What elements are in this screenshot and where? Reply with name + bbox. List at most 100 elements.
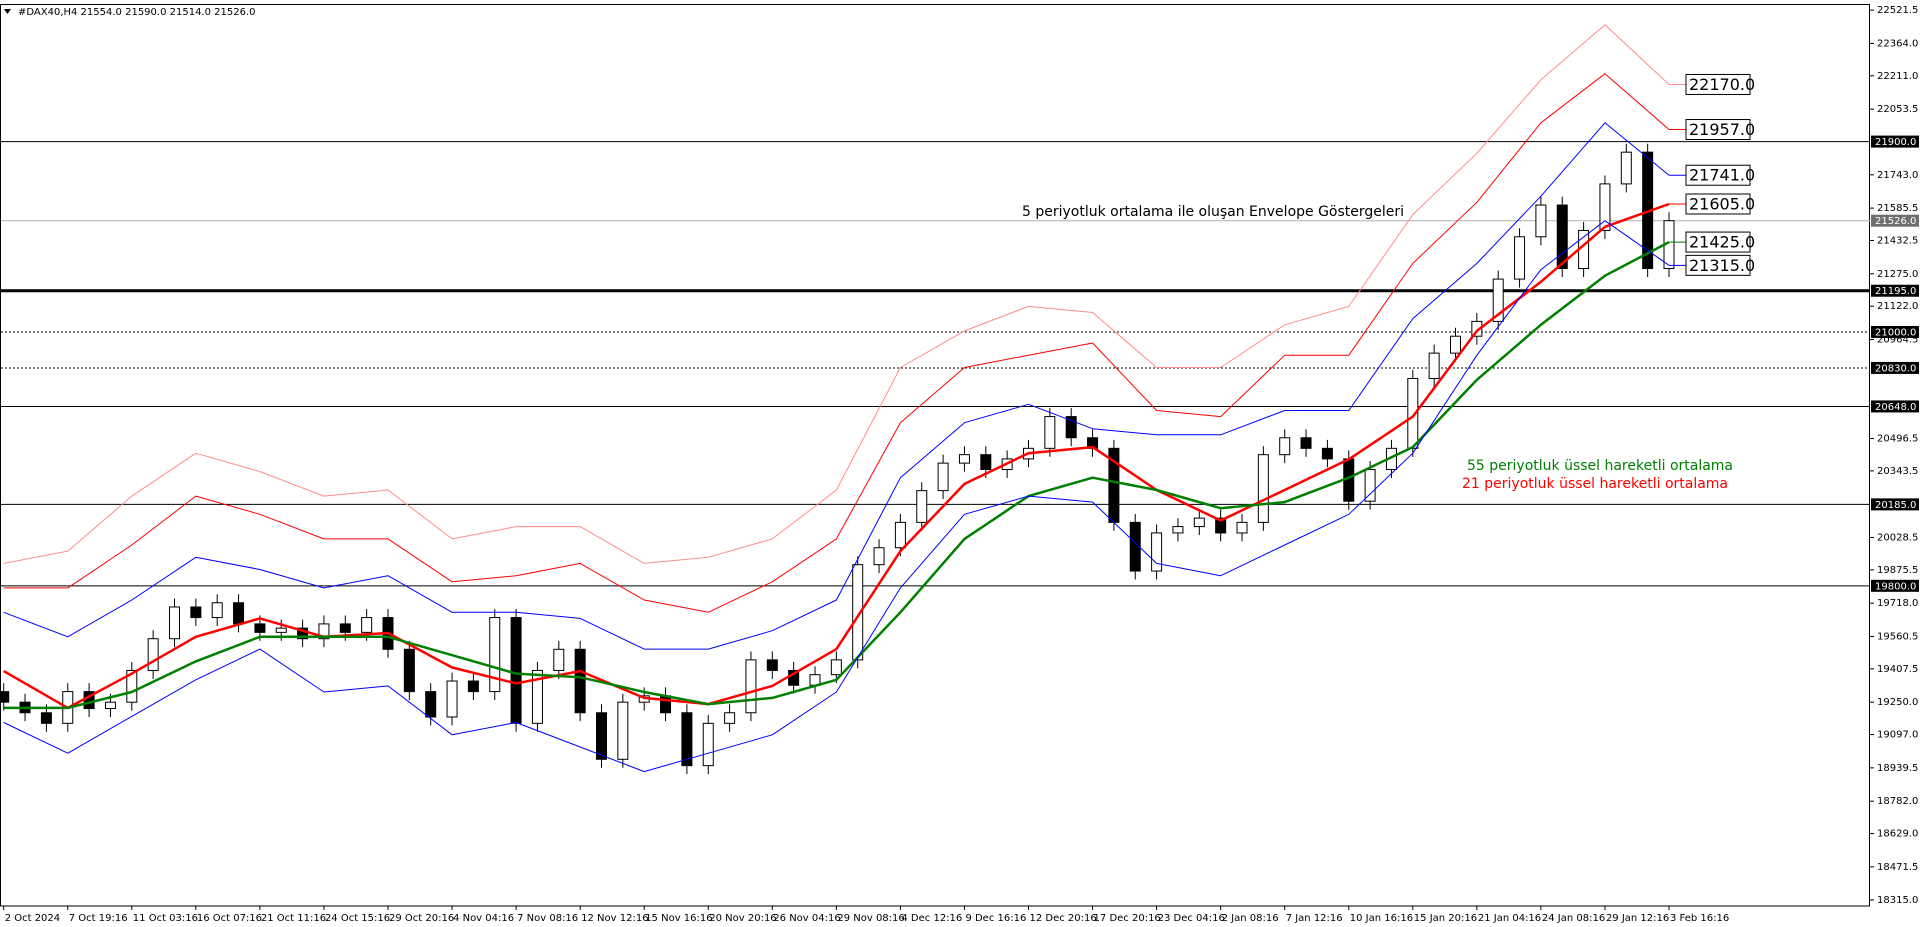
x-tick-label: 21 Oct 11:16 (261, 913, 326, 924)
candle-body (916, 490, 928, 523)
y-tick-label: 18939.5 (1877, 763, 1918, 774)
candle-body (766, 659, 778, 671)
candle-body (553, 648, 565, 671)
y-tick-label: 19560.5 (1877, 631, 1918, 642)
indicator-line (3, 24, 1670, 564)
annotation: 21 periyotluk üssel hareketli ortalama (1462, 476, 1728, 492)
x-tick-label: 15 Jan 20:16 (1414, 913, 1477, 924)
candle-body (1215, 517, 1227, 534)
x-tick-label: 9 Dec 16:16 (965, 913, 1026, 924)
x-tick-label: 10 Jan 16:16 (1350, 913, 1413, 924)
candle-body (361, 617, 373, 633)
y-tick-label: 19875.5 (1877, 565, 1918, 576)
x-tick-label: 4 Dec 12:16 (901, 913, 962, 924)
candle-body (211, 602, 223, 619)
symbol-header: #DAX40,H4 21554.0 21590.0 21514.0 21526.… (18, 7, 256, 18)
x-tick-label: 7 Oct 19:16 (69, 913, 128, 924)
candle-body (489, 617, 501, 693)
x-tick-label: 29 Oct 20:16 (389, 913, 454, 924)
candle-body (1620, 151, 1632, 185)
candle-body (233, 602, 245, 625)
value-label: 21741.0 (1689, 166, 1755, 185)
value-label: 22170.0 (1689, 75, 1755, 94)
value-label: 21957.0 (1689, 120, 1755, 139)
candle-body (1172, 526, 1184, 534)
indicator-line (3, 220, 1670, 773)
indicator-line (3, 73, 1670, 613)
x-tick-label: 26 Nov 04:16 (773, 913, 840, 924)
y-tick-label: 18782.0 (1877, 796, 1918, 807)
candle-body (852, 564, 864, 661)
y-tick-label: 19097.0 (1877, 730, 1918, 741)
x-tick-label: 24 Oct 15:16 (325, 913, 390, 924)
level-label-box (1871, 579, 1919, 592)
y-tick-label: 21585.5 (1877, 203, 1918, 214)
candle-body (40, 712, 52, 724)
candle-body (1492, 278, 1504, 322)
level-label-box (1871, 284, 1919, 297)
candle-body (1129, 521, 1141, 572)
value-label: 21315.0 (1689, 256, 1755, 275)
level-label-box (1871, 400, 1919, 413)
candle-body (190, 606, 202, 619)
indicator-line (3, 202, 1670, 710)
candle-body (1300, 437, 1312, 449)
candle-body (1471, 320, 1483, 337)
y-tick-label: 21275.0 (1877, 269, 1918, 280)
x-tick-label: 11 Oct 03:16 (133, 913, 198, 924)
value-label: 21605.0 (1689, 194, 1755, 213)
candle-body (510, 617, 522, 724)
x-tick-label: 29 Nov 08:16 (837, 913, 904, 924)
candle-body (275, 627, 287, 633)
candle-body (1321, 447, 1333, 460)
y-tick-label: 21743.0 (1877, 170, 1918, 181)
level-label-box (1871, 135, 1919, 148)
candle-body (894, 521, 906, 549)
value-label: 21425.0 (1689, 233, 1755, 252)
candle-body (425, 691, 437, 718)
y-tick-label: 22053.5 (1877, 104, 1918, 115)
candle-body (596, 712, 607, 760)
candle-body (574, 648, 586, 714)
level-label: 21900.0 (1875, 137, 1916, 148)
x-tick-label: 2 Oct 2024 (5, 913, 60, 924)
level-label: 20185.0 (1875, 500, 1916, 511)
y-tick-label: 22364.0 (1877, 38, 1918, 49)
x-tick-label: 4 Nov 04:16 (453, 913, 514, 924)
level-label: 21526.0 (1875, 216, 1916, 227)
x-tick-label: 12 Nov 12:16 (581, 913, 648, 924)
x-tick-label: 21 Jan 04:16 (1478, 913, 1541, 924)
y-tick-label: 20496.5 (1877, 433, 1918, 444)
candle-body (1193, 517, 1205, 528)
candle-body (745, 659, 757, 714)
y-tick-label: 19407.5 (1877, 664, 1918, 675)
y-tick-label: 20964.5 (1877, 334, 1918, 345)
x-tick-label: 7 Nov 08:16 (517, 913, 578, 924)
candle-body (1599, 183, 1611, 231)
value-label-box (1685, 164, 1751, 186)
candle-body (1535, 204, 1547, 238)
menu-arrow[interactable] (4, 9, 11, 14)
annotation: 55 periyotluk üssel hareketli ortalama (1467, 458, 1733, 474)
candle-body (1364, 468, 1376, 502)
level-label: 19800.0 (1875, 581, 1916, 592)
value-label-box (1685, 73, 1751, 95)
candle-body (531, 669, 543, 724)
candle-body (147, 638, 159, 671)
x-tick-label: 29 Jan 12:16 (1606, 913, 1669, 924)
level-label: 20830.0 (1875, 363, 1916, 374)
y-tick-label: 20028.5 (1877, 532, 1918, 543)
candle-body (660, 695, 672, 714)
candle-body (980, 454, 992, 470)
y-tick-label: 22211.0 (1877, 71, 1918, 82)
candle-body (1450, 335, 1461, 354)
candle-body (1279, 437, 1291, 456)
x-tick-label: 3 Feb 16:16 (1670, 913, 1729, 924)
candle-body (403, 648, 415, 693)
annotation: 5 periyotluk ortalama ile oluşan Envelop… (1022, 204, 1404, 220)
candle-body (339, 623, 351, 633)
candle-body (1065, 416, 1077, 439)
candle-body (724, 712, 736, 724)
